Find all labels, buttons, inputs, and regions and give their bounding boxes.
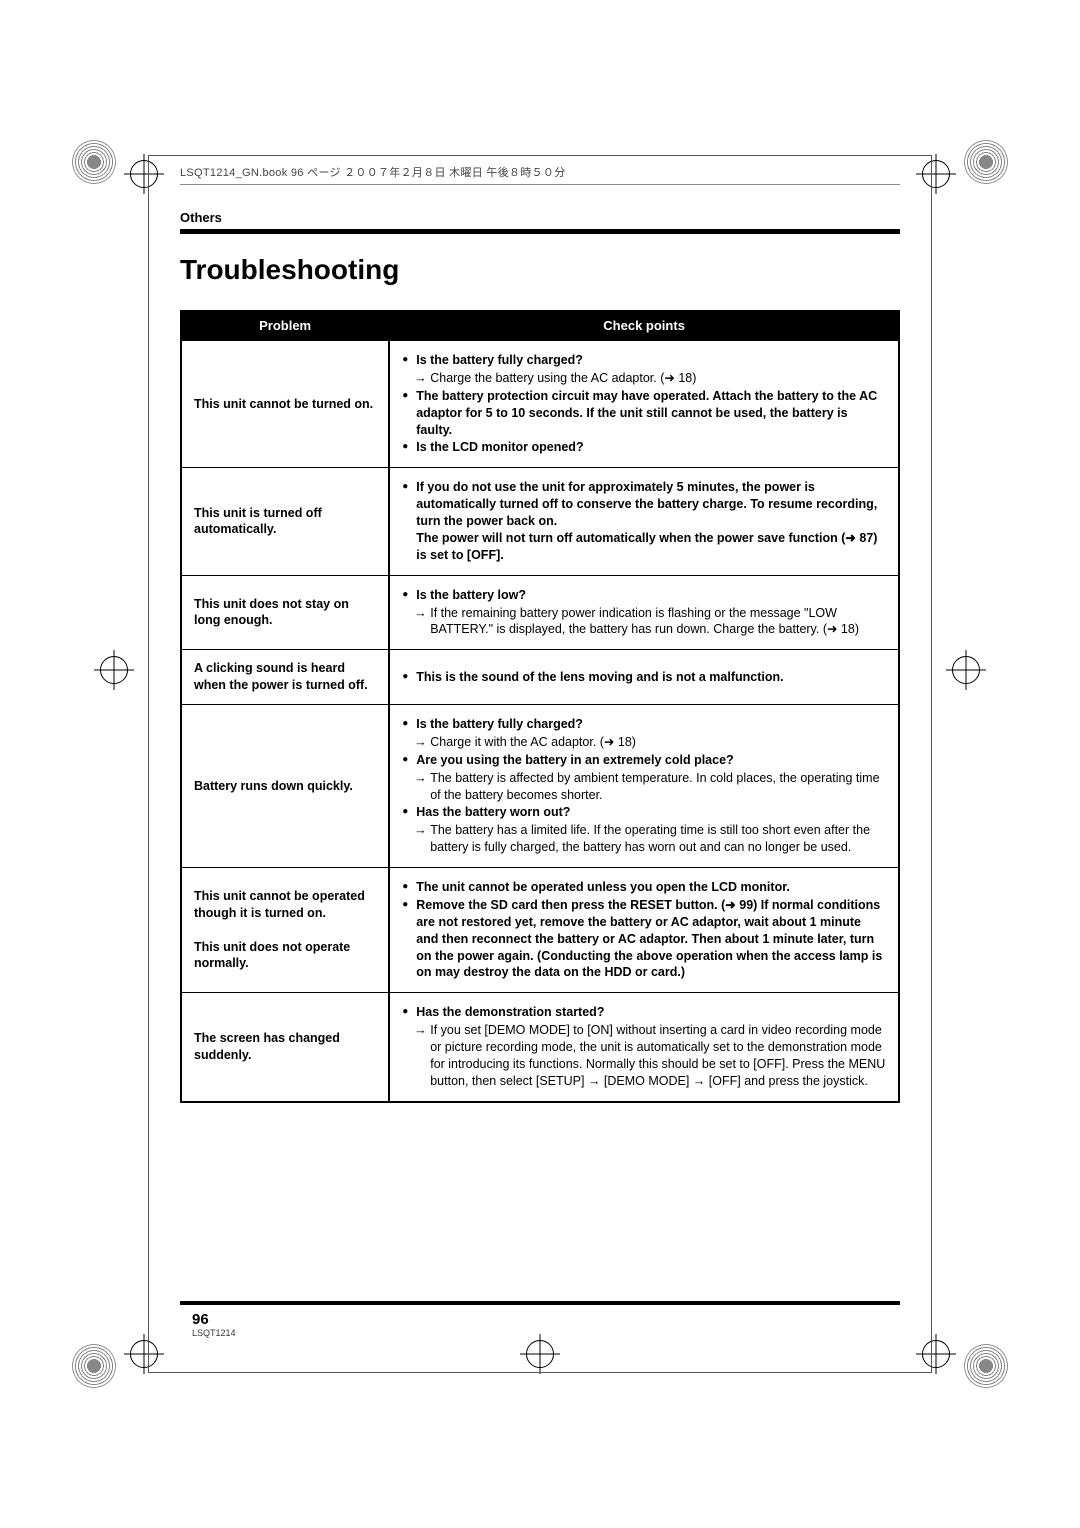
problem-cell: The screen has changed suddenly.	[181, 993, 389, 1102]
table-row: A clicking sound is heard when the power…	[181, 650, 899, 705]
table-row: This unit cannot be operated though it i…	[181, 868, 899, 993]
check-item: Has the battery worn out?	[402, 804, 886, 821]
check-subitem: If the remaining battery power indicatio…	[402, 605, 886, 639]
check-cell: If you do not use the unit for approxima…	[389, 468, 899, 575]
check-cell: Has the demonstration started?If you set…	[389, 993, 899, 1102]
page-number: 96	[192, 1311, 900, 1328]
col-header-problem: Problem	[181, 311, 389, 340]
problem-cell: This unit does not stay on long enough.	[181, 575, 389, 650]
check-item: If you do not use the unit for approxima…	[402, 479, 886, 563]
page-title: Troubleshooting	[180, 254, 900, 286]
reg-mark-corner	[964, 140, 1008, 184]
check-item: Is the battery fully charged?	[402, 352, 886, 369]
check-cell: Is the battery low?If the remaining batt…	[389, 575, 899, 650]
check-subitem: The battery is affected by ambient tempe…	[402, 770, 886, 804]
problem-cell: This unit is turned off automatically.	[181, 468, 389, 575]
reg-mark-corner	[964, 1344, 1008, 1388]
check-cell: This is the sound of the lens moving and…	[389, 650, 899, 705]
header-text: LSQT1214_GN.book 96 ページ ２００７年２月８日 木曜日 午後…	[180, 167, 566, 179]
check-item: This is the sound of the lens moving and…	[402, 669, 886, 686]
section-label: Others	[180, 210, 900, 225]
check-item: Is the LCD monitor opened?	[402, 439, 886, 456]
reg-mark-cross	[94, 650, 134, 690]
problem-cell: Battery runs down quickly.	[181, 705, 389, 868]
check-item: Is the battery fully charged?	[402, 716, 886, 733]
troubleshooting-table: Problem Check points This unit cannot be…	[180, 310, 900, 1103]
page-footer: 96 LSQT1214	[180, 1301, 900, 1338]
reg-mark-cross	[946, 650, 986, 690]
footer-rule	[180, 1301, 900, 1305]
page-header: LSQT1214_GN.book 96 ページ ２００７年２月８日 木曜日 午後…	[180, 164, 900, 185]
check-item: The battery protection circuit may have …	[402, 388, 886, 439]
check-cell: Is the battery fully charged?Charge the …	[389, 340, 899, 468]
check-item: Are you using the battery in an extremel…	[402, 752, 886, 769]
table-row: This unit cannot be turned on.Is the bat…	[181, 340, 899, 468]
reg-mark-corner	[72, 140, 116, 184]
check-subitem: The battery has a limited life. If the o…	[402, 822, 886, 856]
table-row: The screen has changed suddenly.Has the …	[181, 993, 899, 1102]
section-rule	[180, 229, 900, 234]
col-header-check: Check points	[389, 311, 899, 340]
check-item: The unit cannot be operated unless you o…	[402, 879, 886, 896]
check-subitem: Charge the battery using the AC adaptor.…	[402, 370, 886, 387]
reg-mark-corner	[72, 1344, 116, 1388]
problem-cell: This unit cannot be operated though it i…	[181, 868, 389, 993]
check-item: Is the battery low?	[402, 587, 886, 604]
check-cell: Is the battery fully charged?Charge it w…	[389, 705, 899, 868]
table-row: This unit does not stay on long enough.I…	[181, 575, 899, 650]
doc-id: LSQT1214	[192, 1328, 900, 1338]
check-subitem: Charge it with the AC adaptor. (➜ 18)	[402, 734, 886, 751]
table-row: This unit is turned off automatically.If…	[181, 468, 899, 575]
check-item: Has the demonstration started?	[402, 1004, 886, 1021]
check-subitem: If you set [DEMO MODE] to [ON] without i…	[402, 1022, 886, 1090]
check-cell: The unit cannot be operated unless you o…	[389, 868, 899, 993]
problem-cell: A clicking sound is heard when the power…	[181, 650, 389, 705]
check-item: Remove the SD card then press the RESET …	[402, 897, 886, 981]
problem-cell: This unit cannot be turned on.	[181, 340, 389, 468]
page-content: Others Troubleshooting Problem Check poi…	[180, 210, 900, 1103]
table-row: Battery runs down quickly.Is the battery…	[181, 705, 899, 868]
